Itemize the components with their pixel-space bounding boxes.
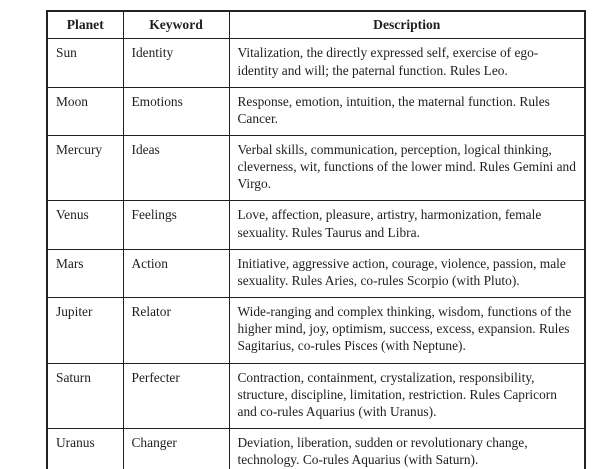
description-cell: Response, emotion, intuition, the matern… xyxy=(228,86,586,137)
table-row: Uranus Changer Deviation, liberation, su… xyxy=(46,428,586,469)
description-cell: Deviation, liberation, sudden or revolut… xyxy=(228,428,586,469)
keyword-cell: Feelings xyxy=(122,200,230,250)
column-header-planet: Planet xyxy=(46,10,124,40)
planet-cell: Mars xyxy=(46,248,124,299)
keyword-cell: Action xyxy=(122,248,230,299)
planet-cell: Jupiter xyxy=(46,297,124,364)
planet-cell: Sun xyxy=(46,38,124,88)
description-cell: Initiative, aggressive action, courage, … xyxy=(228,248,586,299)
planet-cell: Saturn xyxy=(46,362,124,430)
keyword-cell: Identity xyxy=(122,38,230,88)
table-row: Mercury Ideas Verbal skills, communicati… xyxy=(46,135,586,202)
planet-cell: Mercury xyxy=(46,135,124,202)
description-cell: Vitalization, the directly expressed sel… xyxy=(228,38,586,88)
description-cell: Wide-ranging and complex thinking, wisdo… xyxy=(228,297,586,364)
table-row: Saturn Perfecter Contraction, containmen… xyxy=(46,362,586,430)
table-row: Sun Identity Vitalization, the directly … xyxy=(46,38,586,88)
planet-cell: Venus xyxy=(46,200,124,250)
keyword-cell: Relator xyxy=(122,297,230,364)
keyword-cell: Ideas xyxy=(122,135,230,202)
table-row: Jupiter Relator Wide-ranging and complex… xyxy=(46,297,586,364)
table-body: Sun Identity Vitalization, the directly … xyxy=(46,38,586,469)
table-row: Venus Feelings Love, affection, pleasure… xyxy=(46,200,586,250)
description-cell: Contraction, containment, crystalization… xyxy=(228,362,586,430)
table-row: Mars Action Initiative, aggressive actio… xyxy=(46,248,586,299)
column-header-description: Description xyxy=(228,10,586,40)
keyword-cell: Emotions xyxy=(122,86,230,137)
table-header-row: Planet Keyword Description xyxy=(46,10,586,40)
keyword-cell: Perfecter xyxy=(122,362,230,430)
column-header-keyword: Keyword xyxy=(122,10,230,40)
planet-keyword-description-table: Planet Keyword Description Sun Identity … xyxy=(46,10,586,469)
description-cell: Verbal skills, communication, perception… xyxy=(228,135,586,202)
planet-cell: Moon xyxy=(46,86,124,137)
description-cell: Love, affection, pleasure, artistry, har… xyxy=(228,200,586,250)
planet-cell: Uranus xyxy=(46,428,124,469)
keyword-cell: Changer xyxy=(122,428,230,469)
table-row: Moon Emotions Response, emotion, intuiti… xyxy=(46,86,586,137)
